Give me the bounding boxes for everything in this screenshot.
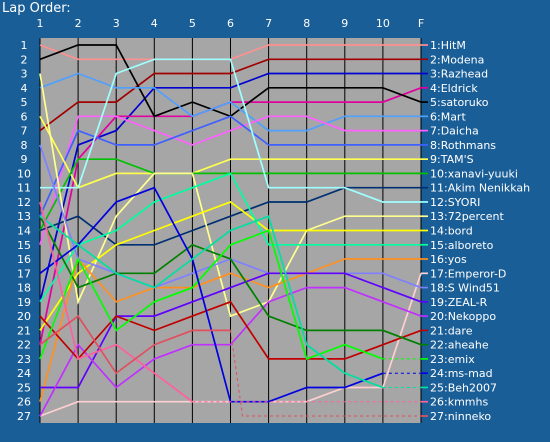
series-line-27 <box>39 314 231 375</box>
y-tick-label: 18 <box>17 282 31 295</box>
legend-label: 22:aheahe <box>430 339 489 352</box>
legend-label: 16:yos <box>430 253 467 266</box>
y-tick-label: 11 <box>17 182 31 195</box>
legend-label: 2:Modena <box>430 53 484 66</box>
y-tick-label: 25 <box>17 381 31 394</box>
series-line-20 <box>39 286 422 417</box>
legend-label: 26:kmmhs <box>430 396 488 409</box>
legend-label: 21:dare <box>430 324 473 337</box>
y-tick-label: 8 <box>21 139 28 152</box>
y-tick-label: 14 <box>17 225 31 238</box>
series-line-14 <box>39 201 421 331</box>
y-tick-label: 20 <box>17 310 31 323</box>
legend-label: 9:TAM'S <box>430 153 474 166</box>
series-line-19 <box>40 272 422 389</box>
legend-label: 24:ms-mad <box>430 367 493 380</box>
series-line-3 <box>39 72 421 303</box>
series-line-26 <box>39 201 193 403</box>
series-line-12 <box>40 58 421 203</box>
y-tick-label: 17 <box>17 267 31 280</box>
x-tick-label: 10 <box>376 17 390 30</box>
y-tick-label: 7 <box>21 125 28 138</box>
series-line-15 <box>39 172 421 303</box>
y-tick-label: 12 <box>17 196 31 209</box>
series-line-6 <box>39 72 421 132</box>
x-tick-label: 5 <box>189 17 196 30</box>
series-line-21 <box>39 300 422 361</box>
legend-label: 15:alboreto <box>430 239 494 252</box>
x-tick-label: 2 <box>75 17 82 30</box>
retired-connector-27 <box>230 330 421 417</box>
legend-label: 1:HitM <box>430 39 466 52</box>
legend-label: 5:satoruko <box>430 96 489 109</box>
series-line-7 <box>39 115 421 246</box>
y-tick-label: 24 <box>17 367 31 380</box>
y-tick-label: 16 <box>17 253 31 266</box>
series-line-25 <box>39 215 384 389</box>
legend-label: 19:ZEAL-R <box>430 296 488 309</box>
legend-label: 12:SYORI <box>430 196 480 209</box>
series-line-13 <box>39 73 421 318</box>
legend-label: 13:72percent <box>430 210 505 223</box>
x-tick-label: 4 <box>151 17 158 30</box>
legend-label: 18:S Wind51 <box>430 282 500 295</box>
x-tick-label: 6 <box>227 17 234 30</box>
y-tick-label: 15 <box>17 239 31 252</box>
x-tick-label: 1 <box>37 17 44 30</box>
x-tick-label: 9 <box>341 17 348 30</box>
y-tick-label: 9 <box>21 153 28 166</box>
y-tick-label: 6 <box>21 110 28 123</box>
y-tick-label: 23 <box>17 353 31 366</box>
y-tick-label: 22 <box>17 339 31 352</box>
legend-label: 20:Nekoppo <box>430 310 496 323</box>
chart-title: Lap Order: <box>2 1 71 16</box>
legend-label: 8:Rothmans <box>430 139 496 152</box>
x-tick-label: 3 <box>113 17 120 30</box>
x-tick-label: 7 <box>265 17 272 30</box>
series-line-22 <box>39 215 422 346</box>
legend-label: 14:bord <box>430 225 473 238</box>
y-tick-label: 3 <box>21 68 28 81</box>
series-line-23 <box>39 229 384 361</box>
legend-label: 25:Beh2007 <box>430 381 497 394</box>
y-tick-label: 13 <box>17 210 31 223</box>
legend-label: 4:Eldrick <box>430 82 478 95</box>
y-tick-label: 1 <box>21 39 28 52</box>
y-tick-label: 5 <box>21 96 28 109</box>
y-tick-label: 10 <box>17 167 31 180</box>
legend-label: 3:Razhead <box>430 68 488 81</box>
x-tick-label: F <box>418 17 424 30</box>
legend-label: 10:xanavi-yuuki <box>430 167 518 180</box>
legend-label: 11:Akim Nenikkah <box>430 182 530 195</box>
y-tick-label: 19 <box>17 296 31 309</box>
series-line-9 <box>39 115 421 189</box>
legend-label: 17:Emperor-D <box>430 267 506 280</box>
legend-label: 7:Daicha <box>430 125 479 138</box>
legend-label: 6:Mart <box>430 110 466 123</box>
y-tick-label: 21 <box>17 324 31 337</box>
y-tick-label: 2 <box>21 53 28 66</box>
x-tick-label: 8 <box>303 17 310 30</box>
legend-label: 27:ninneko <box>430 410 491 423</box>
series-line-16 <box>39 257 421 402</box>
series-line-2 <box>39 58 421 132</box>
y-tick-label: 26 <box>17 396 31 409</box>
legend-label: 23:emix <box>430 353 475 366</box>
series-line-8 <box>39 115 421 217</box>
y-tick-label: 27 <box>17 410 31 423</box>
y-tick-label: 4 <box>21 82 28 95</box>
